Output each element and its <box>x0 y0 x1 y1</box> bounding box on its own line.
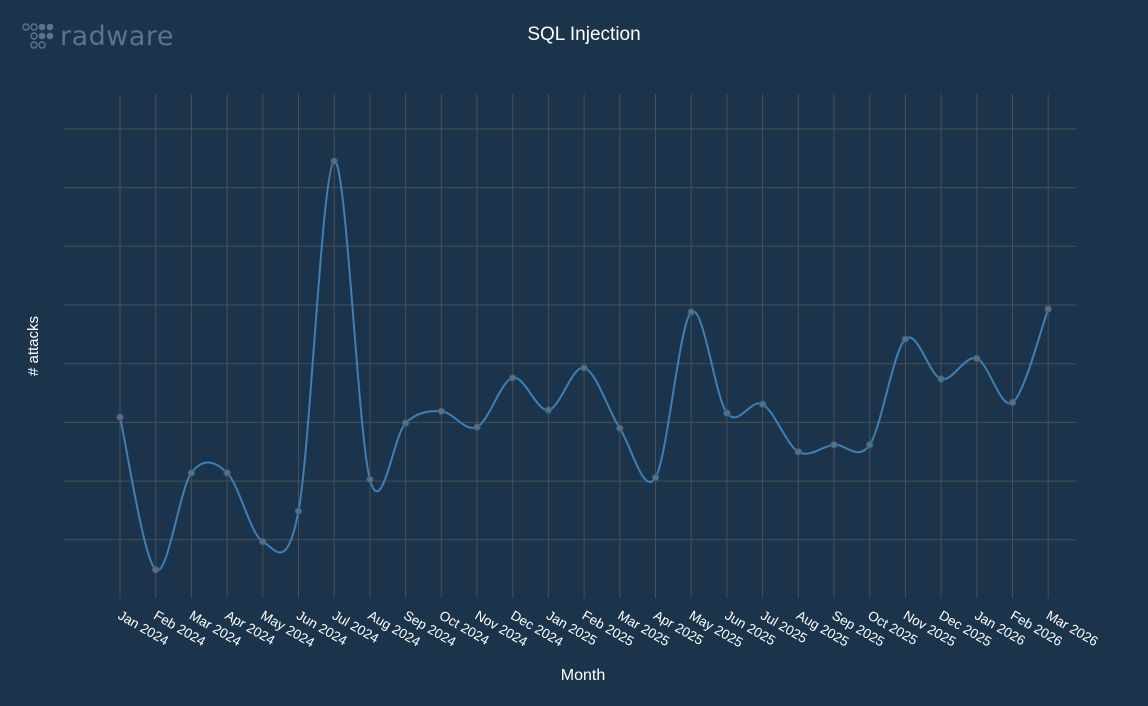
data-point[interactable] <box>580 364 588 372</box>
data-point[interactable] <box>758 400 767 408</box>
data-point[interactable] <box>437 407 445 415</box>
data-point[interactable] <box>687 308 695 316</box>
data-point[interactable] <box>401 419 410 427</box>
logo-text: radware <box>60 20 175 52</box>
data-point[interactable] <box>866 441 874 449</box>
chart-title: SQL Injection <box>527 24 641 45</box>
data-point[interactable] <box>223 469 231 477</box>
data-point[interactable] <box>973 354 981 363</box>
data-point[interactable] <box>294 507 303 515</box>
data-point[interactable] <box>116 413 124 421</box>
data-point[interactable] <box>1044 305 1052 313</box>
data-point[interactable] <box>723 409 731 417</box>
vertical-gridlines <box>119 94 1049 598</box>
data-point[interactable] <box>259 537 267 546</box>
data-point[interactable] <box>187 469 196 477</box>
data-point[interactable] <box>616 424 624 432</box>
data-point[interactable] <box>544 406 553 414</box>
data-points <box>116 157 1052 574</box>
data-point[interactable] <box>473 423 481 431</box>
data-point[interactable] <box>794 448 802 456</box>
radware-logo: radware <box>22 20 174 52</box>
horizontal-gridlines <box>64 128 1076 541</box>
data-point[interactable] <box>901 335 910 343</box>
data-point[interactable] <box>330 157 338 165</box>
data-point[interactable] <box>152 566 160 574</box>
data-point[interactable] <box>651 473 660 482</box>
y-axis-label: # attacks <box>25 316 42 376</box>
data-point[interactable] <box>1008 398 1017 407</box>
data-point[interactable] <box>366 475 374 484</box>
data-point[interactable] <box>509 374 517 382</box>
data-point[interactable] <box>937 375 945 383</box>
x-axis-label: Month <box>561 667 605 684</box>
data-point[interactable] <box>830 441 838 449</box>
logo-dots-icon <box>22 23 54 49</box>
